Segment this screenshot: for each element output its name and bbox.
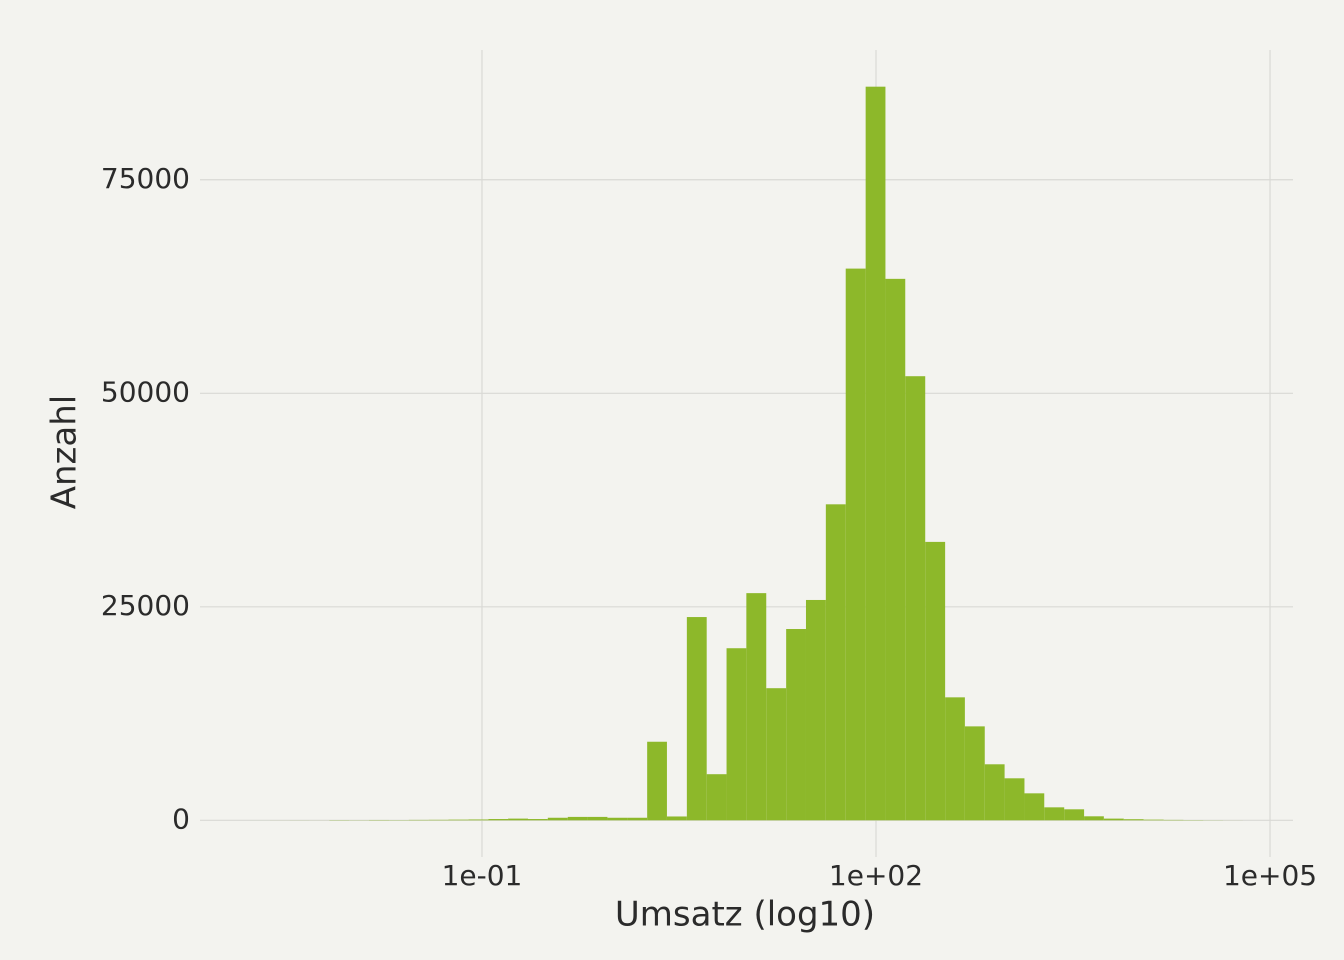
bar [1064,809,1085,821]
bar [587,816,608,821]
x-tick-label: 1e+02 [829,859,923,892]
bar [825,504,846,821]
bar [1123,819,1144,821]
bar [706,774,727,821]
bar [885,278,906,821]
bar [686,617,707,821]
x-tick-label: 1e+05 [1223,859,1317,892]
bar [1143,819,1164,821]
y-tick-label: 25000 [101,589,190,622]
bar [925,541,946,821]
bar [647,741,667,821]
bar [627,817,648,821]
bar [1024,793,1045,821]
bar [805,599,826,821]
bar [607,817,628,821]
bar [448,819,469,821]
y-tick-label: 75000 [101,162,190,195]
bar [468,819,489,821]
bar [984,764,1005,821]
bar [905,376,926,821]
bar [1044,807,1065,821]
bar [1004,778,1025,821]
bar [964,726,985,821]
bar [1084,816,1104,821]
y-tick-label: 50000 [101,375,190,408]
bar [527,819,548,821]
bar [726,648,747,821]
y-axis-label: Anzahl [45,395,85,509]
bar [488,819,509,821]
x-tick-label: 1e-01 [442,859,523,892]
bar [865,86,886,821]
bar [766,688,787,821]
bar [666,816,687,821]
bar [508,818,528,821]
bar [428,819,449,821]
bar [786,629,806,821]
bar [567,816,588,821]
bar [746,593,767,821]
bar [1103,818,1124,821]
bar [945,697,965,821]
x-axis-label: Umsatz (log10) [615,895,875,935]
bar [547,817,568,821]
bar [845,268,866,821]
y-tick-label: 0 [172,802,190,835]
